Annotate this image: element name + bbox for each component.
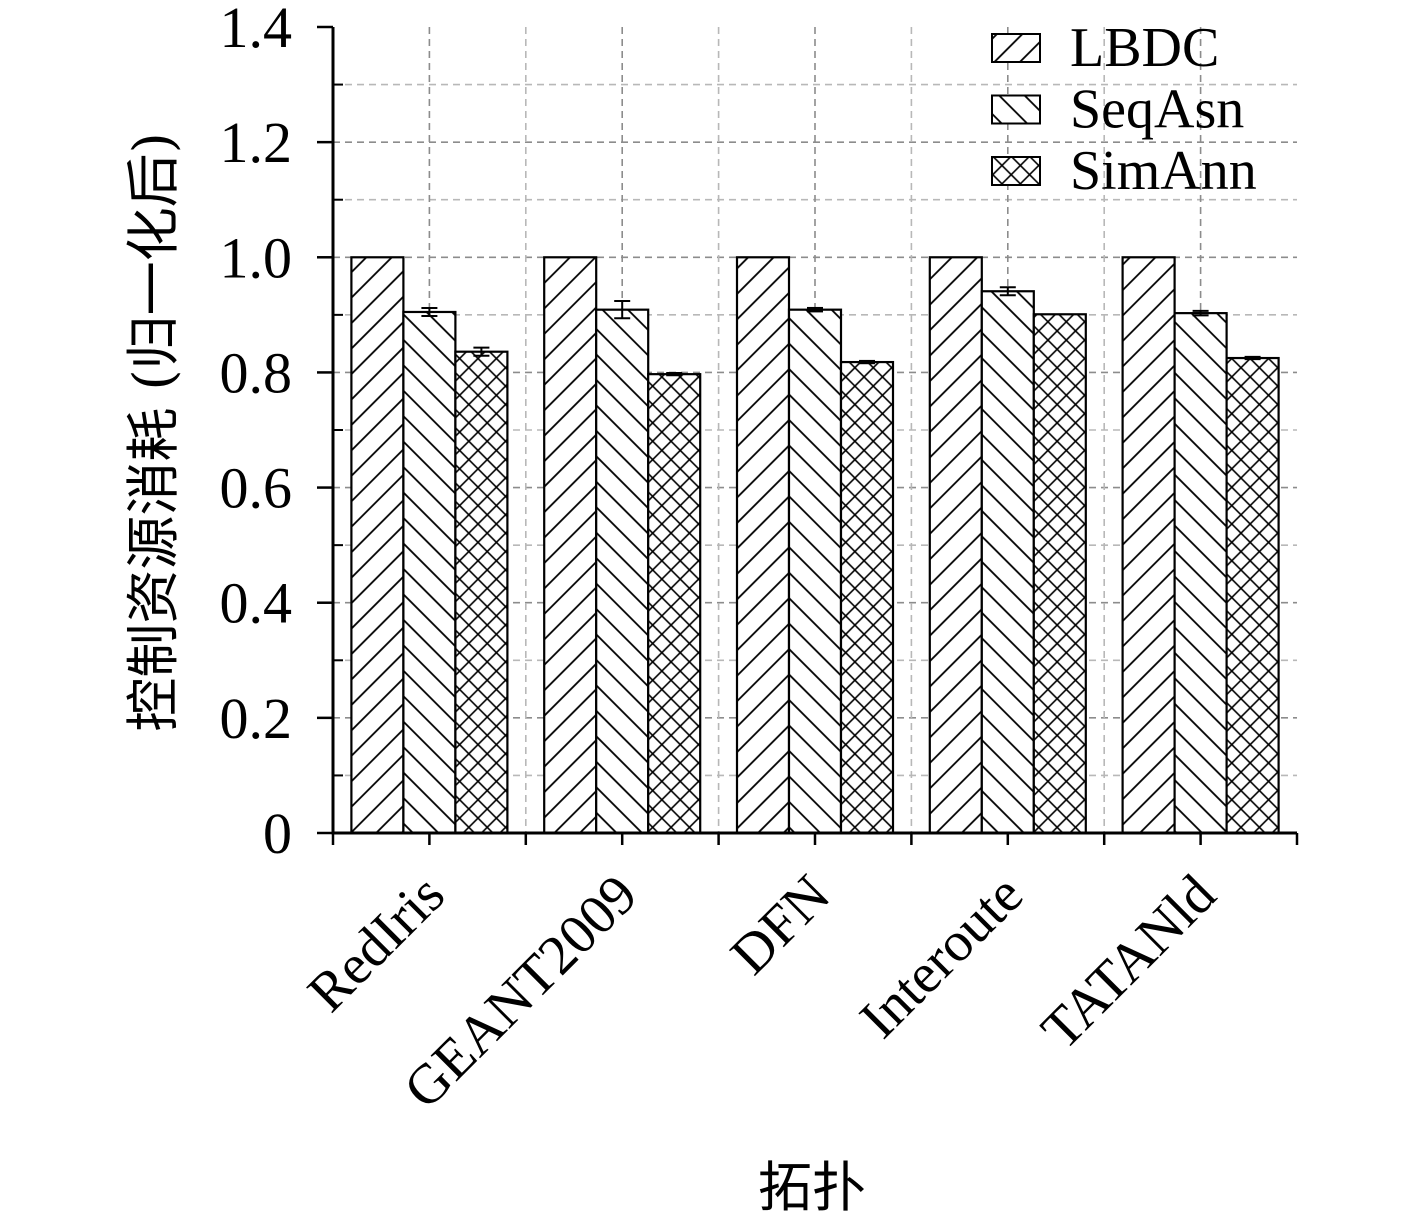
y-tick-label: 1.2 <box>220 110 293 175</box>
bar-seqasn-interoute <box>980 290 1035 835</box>
y-tick-label: 0.6 <box>220 456 293 521</box>
error-bars <box>421 286 1261 377</box>
y-tick-label: 0.4 <box>220 571 293 636</box>
y-axis-title: 控制资源消耗 (归一化后) <box>122 132 185 731</box>
legend-swatch-simann <box>991 156 1041 186</box>
bar-lbdc-interoute <box>928 256 983 835</box>
bar-lbdc-rediris <box>350 256 405 835</box>
x-tick-label: TATANld <box>1030 863 1228 1061</box>
bar-simann-rediris <box>454 350 509 835</box>
legend-label-simann: SimAnn <box>1070 140 1257 202</box>
x-axis-title: 拓扑 <box>758 1156 866 1219</box>
bar-lbdc-tatanld <box>1121 256 1176 835</box>
bar-seqasn-geant2009 <box>595 308 650 835</box>
bars <box>350 256 1280 835</box>
bar-lbdc-dfn <box>735 256 791 835</box>
y-tick-label: 1.4 <box>220 0 293 60</box>
legend-label-lbdc: LBDC <box>1070 17 1219 79</box>
y-tick-label: 0.2 <box>220 686 293 751</box>
x-tick-label: Interoute <box>848 863 1035 1050</box>
bar-simann-dfn <box>839 360 895 835</box>
y-axis-ticks: 0 0.2 0.4 0.6 0.8 1.0 1.2 1.4 <box>220 0 343 866</box>
legend-swatch-lbdc <box>991 33 1041 63</box>
bar-simann-tatanld <box>1225 356 1280 835</box>
y-tick-label: 1.0 <box>220 225 293 290</box>
bar-lbdc-geant2009 <box>543 256 598 835</box>
x-tick-label: RedIris <box>296 863 456 1023</box>
y-tick-label: 0.8 <box>220 340 293 405</box>
bar-seqasn-dfn <box>787 308 843 835</box>
y-tick-label: 0 <box>263 801 292 866</box>
bar-seqasn-rediris <box>402 310 457 835</box>
bar-seqasn-tatanld <box>1173 312 1228 835</box>
legend-swatch-seqasn <box>991 94 1041 125</box>
bar-simann-interoute <box>1032 313 1087 835</box>
bar-simann-geant2009 <box>647 373 702 835</box>
x-tick-label: DFN <box>719 863 842 986</box>
legend-label-seqasn: SeqAsn <box>1070 79 1244 141</box>
